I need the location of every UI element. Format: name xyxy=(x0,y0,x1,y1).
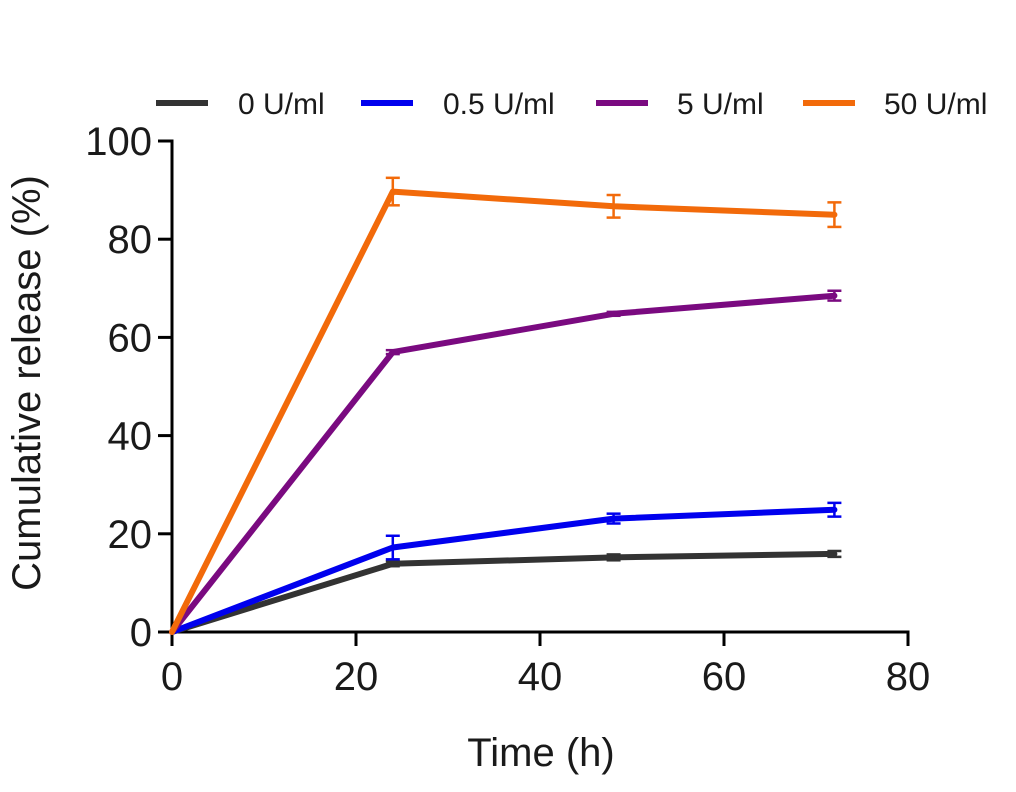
y-tick-label: 20 xyxy=(108,513,153,557)
series-3 xyxy=(169,289,842,635)
legend-label: 50 U/ml xyxy=(884,88,987,121)
legend-item: 50 U/ml xyxy=(803,88,987,121)
legend-item: 0.5 U/ml xyxy=(361,88,555,121)
y-tick-label: 0 xyxy=(130,611,152,655)
legend-label: 0.5 U/ml xyxy=(443,88,555,121)
legend: 0 U/ml 0.5 U/ml 5 U/ml 50 U/ml xyxy=(156,88,987,121)
x-axis-title: Time (h) xyxy=(467,731,614,775)
x-tick-label: 80 xyxy=(886,655,931,699)
series-1 xyxy=(169,549,842,635)
legend-label: 5 U/ml xyxy=(677,88,764,121)
x-tick-label: 60 xyxy=(702,655,747,699)
y-tick-label: 40 xyxy=(108,415,153,459)
series-line xyxy=(169,292,838,635)
y-axis-title: Cumulative release (%) xyxy=(5,175,49,591)
y-tick-label: 100 xyxy=(85,120,152,164)
x-tick-label: 0 xyxy=(161,655,183,699)
y-tick-label: 80 xyxy=(108,218,153,262)
series-line xyxy=(169,550,838,635)
series-2 xyxy=(169,501,842,635)
x-tick-label: 40 xyxy=(518,655,563,699)
series-4 xyxy=(169,176,842,635)
series-line xyxy=(169,506,838,635)
series-line xyxy=(169,188,838,635)
legend-label: 0 U/ml xyxy=(238,88,325,121)
x-tick-label: 20 xyxy=(334,655,379,699)
series-layer xyxy=(169,176,842,635)
legend-item: 0 U/ml xyxy=(156,88,325,121)
axes: 0 20 40 60 80 0 20 40 60 80 100 xyxy=(85,120,930,699)
y-tick-label: 60 xyxy=(108,316,153,360)
legend-item: 5 U/ml xyxy=(596,88,764,121)
